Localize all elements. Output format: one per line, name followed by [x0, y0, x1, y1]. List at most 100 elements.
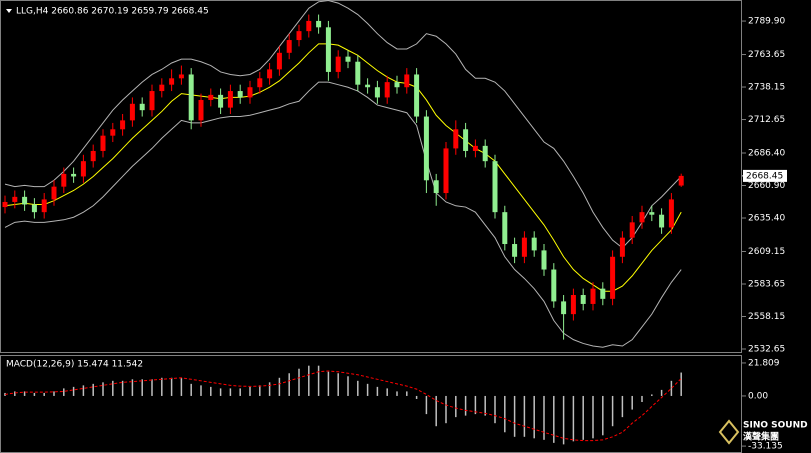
y-tick-label: 2763.65: [748, 50, 785, 60]
candle-body: [374, 87, 380, 98]
candle-body: [355, 61, 361, 85]
y-tick-label: 2712.65: [748, 115, 785, 125]
y-tick-label: 0.00: [748, 391, 768, 401]
candle-body: [463, 129, 469, 151]
candle-body: [208, 94, 214, 100]
y-tick-label: 2532.65: [748, 345, 785, 355]
y-tick-label: 2558.15: [748, 312, 785, 322]
candle-body: [71, 173, 77, 177]
candle-body: [492, 161, 498, 213]
candle-body: [649, 212, 655, 215]
candle-body: [110, 129, 116, 136]
y-tick-label: 2686.40: [748, 149, 785, 159]
candle-body: [22, 196, 28, 205]
candle-body: [306, 20, 312, 32]
watermark-logo: [718, 419, 740, 445]
candle-body: [423, 116, 429, 181]
candle-body: [541, 250, 547, 270]
candle-body: [414, 74, 420, 117]
candle-body: [531, 237, 537, 251]
candle-body: [325, 27, 331, 72]
candle-body: [41, 199, 47, 213]
candle-body: [639, 212, 645, 223]
candle-body: [482, 145, 488, 162]
candle-body: [12, 196, 18, 202]
y-tick-label: 2609.15: [748, 247, 785, 257]
watermark-name: SINO SOUND: [743, 421, 808, 431]
moving-average: [4, 43, 682, 292]
y-tick-label: 2583.65: [748, 279, 785, 289]
candle-body: [590, 288, 596, 304]
candle-body: [512, 244, 518, 257]
bollinger-band: [4, 0, 682, 249]
candle-body: [2, 201, 8, 208]
candle-body: [453, 129, 459, 149]
candle-body: [443, 148, 449, 194]
candle-body: [61, 173, 67, 187]
candle-body: [257, 78, 263, 88]
candle-body: [580, 295, 586, 304]
watermark-subtitle: 漢聲集團: [743, 431, 779, 443]
candle-body: [561, 301, 567, 315]
macd-title: MACD(12,26,9) 15.474 11.542: [6, 360, 143, 370]
candle-body: [129, 103, 135, 121]
candle-body: [237, 91, 243, 98]
candle-body: [619, 237, 625, 257]
y-tick-label: 2660.90: [748, 181, 785, 191]
price-pane-frame: [0, 0, 742, 353]
watermark: SINO SOUND 漢聲集團: [718, 419, 808, 445]
candle-body: [169, 78, 175, 85]
y-tick-label: 2789.90: [748, 17, 785, 27]
candle-body: [149, 91, 155, 111]
last-price-label: 2668.45: [746, 171, 783, 181]
bollinger-band: [4, 81, 682, 348]
candle-body: [227, 91, 233, 108]
candle-body: [668, 199, 674, 228]
candle-body: [394, 82, 400, 88]
candle-body: [551, 269, 557, 302]
candle-body: [198, 99, 204, 121]
candle-body: [335, 56, 341, 72]
candle-body: [80, 161, 86, 177]
candle-body: [365, 84, 371, 88]
candle-body: [51, 186, 57, 200]
candle-body: [90, 150, 96, 162]
y-tick-label: -33.135: [748, 442, 783, 452]
candle-body: [267, 69, 273, 79]
candle-body: [296, 31, 302, 41]
candle-body: [120, 120, 126, 130]
y-tick-label: 21.809: [748, 358, 780, 368]
menu-triangle[interactable]: [6, 9, 12, 13]
candle-body: [404, 74, 410, 88]
candle-body: [31, 204, 37, 213]
candle-body: [316, 20, 322, 28]
candle-body: [629, 222, 635, 238]
candle-body: [100, 135, 106, 151]
last-price-box: [743, 169, 787, 182]
candle-body: [678, 175, 684, 186]
candle-body: [659, 214, 665, 228]
y-tick-label: 2635.40: [748, 214, 785, 224]
candle-body: [218, 94, 224, 108]
candle-body: [188, 74, 194, 121]
candle-body: [610, 256, 616, 299]
candle-body: [502, 212, 508, 245]
price-title: LLG,H4 2660.86 2670.19 2659.79 2668.45: [16, 7, 209, 17]
y-tick-label: 2738.15: [748, 83, 785, 93]
candle-body: [600, 288, 606, 299]
candle-body: [139, 103, 145, 111]
candle-body: [570, 295, 576, 315]
candle-body: [276, 52, 282, 70]
candle-body: [472, 145, 478, 151]
candle-body: [286, 40, 292, 53]
candle-body: [433, 180, 439, 194]
candle-body: [345, 56, 351, 62]
candle-body: [247, 87, 253, 98]
candle-body: [521, 237, 527, 257]
candle-body: [384, 82, 390, 98]
candle-body: [159, 84, 165, 92]
candle-body: [178, 74, 184, 79]
signal-line: [4, 370, 682, 442]
